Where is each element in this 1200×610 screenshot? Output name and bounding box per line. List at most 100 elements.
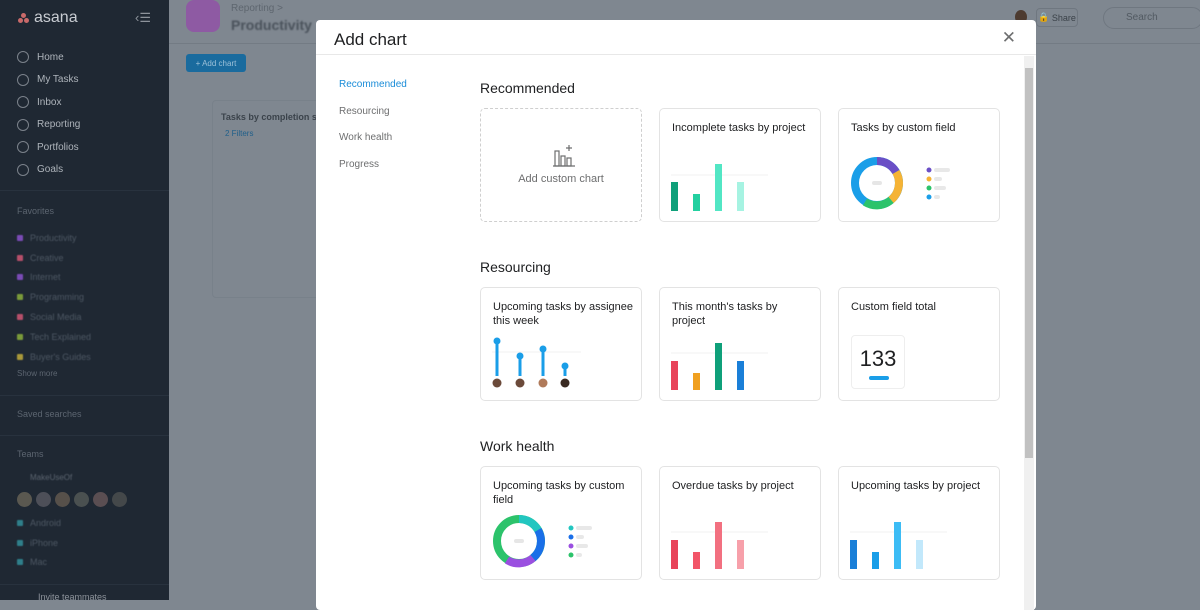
- sidebar-item-reporting[interactable]: Reporting: [17, 114, 80, 137]
- project-color-dot: [17, 274, 23, 281]
- invite-teammates-button[interactable]: Invite teammates: [38, 592, 107, 602]
- home-icon: [17, 51, 29, 64]
- scrollbar-thumb[interactable]: [1025, 68, 1033, 458]
- teams-heading: Teams: [17, 449, 44, 459]
- card-title: Upcoming tasks by project: [851, 480, 980, 492]
- bar-chart-thumbnail: [671, 522, 768, 569]
- project-icon: [186, 0, 220, 32]
- collapse-sidebar-icon[interactable]: ‹☰: [135, 10, 151, 25]
- add-custom-chart-card[interactable]: Add custom chart: [480, 108, 642, 222]
- category-nav: Recommended Resourcing Work health Progr…: [339, 79, 407, 186]
- chart-card-tasks-by-custom-field[interactable]: Tasks by custom field: [838, 108, 1000, 222]
- bar-chart-thumbnail: [671, 164, 768, 211]
- close-icon[interactable]: ✕: [1001, 28, 1016, 47]
- favorite-item[interactable]: Productivity: [17, 228, 91, 248]
- favorite-item[interactable]: Tech Explained: [17, 327, 91, 347]
- bar: [894, 522, 901, 569]
- scrollbar[interactable]: [1024, 56, 1034, 610]
- person-icon: [17, 163, 29, 176]
- chart-card-this-months-tasks[interactable]: This month's tasks by project: [659, 287, 821, 401]
- sidebar-item-inbox[interactable]: Inbox: [17, 91, 80, 114]
- show-more-link[interactable]: Show more: [17, 369, 58, 378]
- card-title: Overdue tasks by project: [672, 480, 794, 492]
- label: Inbox: [37, 96, 62, 108]
- nav-resourcing[interactable]: Resourcing: [339, 105, 390, 117]
- chart-card-overdue-tasks[interactable]: Overdue tasks by project: [659, 466, 821, 580]
- sidebar: asana ‹☰ Home My Tasks Inbox Reporting P…: [0, 0, 169, 602]
- label: Share: [1051, 12, 1076, 23]
- donut-chart-thumbnail: [493, 515, 592, 568]
- search-input[interactable]: Search: [1103, 7, 1200, 29]
- add-chart-button[interactable]: + Add chart: [186, 54, 246, 72]
- label: Programming: [30, 292, 85, 303]
- chart-card-incomplete-tasks[interactable]: Incomplete tasks by project: [659, 108, 821, 222]
- favorite-item[interactable]: Social Media: [17, 307, 91, 327]
- label: Portfolios: [37, 141, 79, 153]
- label: Productivity: [30, 232, 77, 243]
- label: Reporting: [37, 119, 81, 131]
- bar: [872, 552, 879, 569]
- check-circle-icon: [17, 73, 29, 86]
- bar: [693, 194, 700, 211]
- saved-searches-heading[interactable]: Saved searches: [17, 409, 82, 419]
- chart-card-upcoming-by-assignee[interactable]: Upcoming tasks by assignee this week: [480, 287, 642, 401]
- section-title: Work health: [480, 438, 555, 454]
- lollipop-chart-thumbnail: [492, 337, 581, 388]
- card-title: Upcoming tasks by custom field: [493, 480, 625, 506]
- project-color-dot: [17, 353, 23, 360]
- label: Creative: [30, 252, 64, 263]
- background-chart-card: Tasks by completion s 2 Filters: [212, 100, 332, 298]
- divider: [0, 435, 169, 436]
- avatar: [560, 378, 570, 388]
- label: My Tasks: [37, 74, 79, 86]
- project-mac[interactable]: Mac: [17, 553, 61, 573]
- team-members: [17, 492, 127, 507]
- asana-logo[interactable]: asana: [18, 9, 78, 27]
- nav-recommended[interactable]: Recommended: [339, 79, 407, 90]
- bar: [715, 343, 722, 390]
- favorite-item[interactable]: Creative: [17, 248, 91, 268]
- card-title: Custom field total: [851, 301, 936, 313]
- favorite-item[interactable]: Programming: [17, 287, 91, 307]
- card-title: This month's tasks by project: [672, 301, 778, 327]
- label: Goals: [37, 164, 64, 176]
- share-button[interactable]: 🔒 Share: [1036, 8, 1078, 27]
- project-color-dot: [17, 254, 23, 261]
- chart-card-custom-field-total[interactable]: Custom field total 133: [838, 287, 1000, 401]
- bar: [671, 182, 678, 211]
- nav-work-health[interactable]: Work health: [339, 132, 393, 144]
- team-name[interactable]: MakeUseOf: [30, 473, 73, 482]
- card-title: Add custom chart: [518, 173, 604, 185]
- total-number-tile: 133: [851, 335, 905, 389]
- project-iphone[interactable]: iPhone: [17, 533, 61, 553]
- donut-chart-thumbnail: [851, 157, 950, 210]
- sidebar-item-my-tasks[interactable]: My Tasks: [17, 69, 80, 92]
- sidebar-item-goals[interactable]: Goals: [17, 159, 80, 182]
- favorites-heading: Favorites: [17, 206, 55, 216]
- avatar: [515, 378, 525, 388]
- label: iPhone: [30, 537, 59, 548]
- project-android[interactable]: Android: [17, 513, 61, 533]
- chart-card-upcoming-by-project[interactable]: Upcoming tasks by project: [838, 466, 1000, 580]
- bar: [916, 540, 923, 569]
- divider: [0, 584, 169, 585]
- breadcrumb[interactable]: Reporting >: [231, 3, 283, 14]
- label: Mac: [30, 557, 48, 568]
- sidebar-item-home[interactable]: Home: [17, 46, 80, 69]
- card-title: Tasks by custom field: [851, 122, 956, 134]
- card-title: Tasks by completion s: [221, 112, 317, 122]
- team-projects: Android iPhone Mac: [17, 513, 61, 572]
- nav-progress[interactable]: Progress: [339, 159, 380, 171]
- label: Home: [37, 51, 64, 63]
- bar: [671, 540, 678, 569]
- chart-card-upcoming-by-custom-field[interactable]: Upcoming tasks by custom field: [480, 466, 642, 580]
- favorites-list: Productivity Creative Internet Programming S…: [17, 228, 91, 367]
- bar: [693, 373, 700, 390]
- favorite-item[interactable]: Buyer's Guides: [17, 347, 91, 367]
- sidebar-item-portfolios[interactable]: Portfolios: [17, 136, 80, 159]
- section-title: Resourcing: [480, 259, 551, 275]
- favorite-item[interactable]: Internet: [17, 268, 91, 288]
- project-color-dot: [17, 314, 23, 321]
- bar-chart-thumbnail: [671, 343, 768, 390]
- filters-link[interactable]: 2 Filters: [225, 129, 254, 138]
